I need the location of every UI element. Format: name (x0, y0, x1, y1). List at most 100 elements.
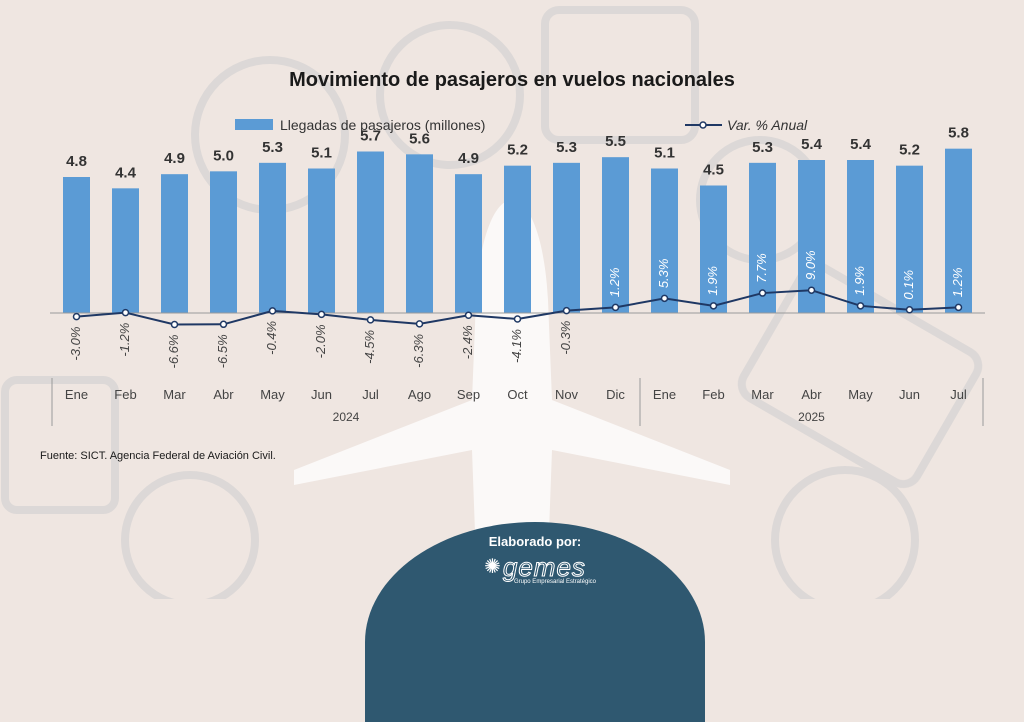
x-tick-label: Sep (457, 387, 480, 402)
legend-line-label: Var. % Anual (727, 117, 808, 133)
x-tick-label: May (848, 387, 873, 402)
line-value-label: -6.5% (215, 334, 230, 368)
line-value-label: -4.5% (362, 330, 377, 364)
line-value-label: 5.3% (656, 259, 671, 289)
bar-value-label: 4.8 (66, 153, 87, 170)
bar-value-label: 5.5 (605, 133, 626, 150)
line-point (121, 308, 130, 317)
bar (651, 168, 678, 313)
line-value-labels: -3.0% -1.2% -6.6% -6.5% -0.4% -2.0% -4.5% -6.3%… (68, 250, 965, 368)
year-label: 2025 (798, 410, 825, 424)
line-point (856, 302, 865, 310)
footer-label: Elaborado por: (488, 534, 582, 549)
bar-value-label: 4.4 (115, 164, 137, 181)
bar-value-label: 5.3 (752, 139, 773, 156)
bar-series (63, 148, 972, 313)
bar (847, 160, 874, 313)
bar-value-label: 5.1 (654, 145, 675, 162)
bar (308, 168, 335, 313)
x-tick-label: Feb (114, 387, 136, 402)
line-value-label: 0.1% (901, 270, 916, 300)
x-tick-label: Abr (801, 387, 822, 402)
x-tick-label: Ago (408, 387, 431, 402)
bar (504, 165, 531, 313)
chart-title: Movimiento de pasajeros en vuelos nacion… (289, 69, 735, 91)
x-axis: Ene Feb Mar Abr May Jun Jul Ago Sep Oct Nov Dic Ene F… (51, 378, 984, 426)
bar-value-label: 5.2 (899, 142, 920, 159)
bar (112, 188, 139, 313)
x-tick-label: May (260, 387, 285, 402)
bar (553, 162, 580, 313)
line-point (464, 311, 473, 320)
x-tick-label: Jul (950, 387, 967, 402)
line-point (905, 306, 914, 314)
bar-value-label: 4.9 (458, 150, 479, 167)
x-tick-label: Nov (555, 387, 579, 402)
bar-value-label: 5.2 (507, 142, 528, 159)
legend-bar-label: Llegadas de pasajeros (millones) (280, 117, 485, 133)
line-value-label: -2.0% (313, 324, 328, 358)
bar-value-label: 5.7 (360, 128, 381, 145)
x-tick-label: Abr (213, 387, 234, 402)
bar-value-label: 4.9 (164, 150, 185, 167)
bar (357, 151, 384, 313)
legend-line-marker (699, 121, 707, 129)
bar (210, 171, 237, 313)
legend-bar-swatch (235, 119, 273, 130)
line-point (807, 286, 816, 294)
line-value-label: -3.0% (68, 327, 83, 361)
bar (602, 157, 629, 313)
x-tick-label: Mar (163, 387, 186, 402)
bar-value-label: 5.8 (948, 125, 969, 142)
x-tick-label: Mar (751, 387, 774, 402)
bar (896, 165, 923, 313)
line-value-label: 1.9% (852, 266, 867, 296)
x-tick-label: Ene (65, 387, 88, 402)
line-point (170, 320, 179, 329)
source-note: Fuente: SICT. Agencia Federal de Aviació… (40, 450, 276, 462)
line-value-label: -6.3% (411, 334, 426, 368)
chart: Movimiento de pasajeros en vuelos nacion… (50, 69, 985, 426)
year-label: 2024 (333, 410, 360, 424)
legend: Llegadas de pasajeros (millones) Var. % … (235, 117, 808, 133)
line-value-label: 1.2% (607, 268, 622, 298)
line-point (758, 289, 767, 297)
line-value-label: -2.4% (460, 325, 475, 359)
footer-badge: Elaborado por: ✺gemes Grupo Empresarial … (365, 522, 705, 722)
line-point (660, 294, 669, 303)
line-point (219, 320, 228, 329)
x-tick-label: Feb (702, 387, 724, 402)
bar (161, 174, 188, 313)
line-point (611, 303, 620, 312)
bar (749, 162, 776, 313)
x-tick-label: Jun (311, 387, 332, 402)
line-point (268, 307, 277, 315)
x-tick-label: Oct (507, 387, 528, 402)
x-tick-label: Dic (606, 387, 625, 402)
line-value-label: -6.6% (166, 335, 181, 369)
bar (455, 174, 482, 313)
line-value-label: 9.0% (803, 250, 818, 280)
bar-value-label: 5.0 (213, 147, 234, 164)
airplane-silhouette (294, 200, 730, 599)
line-point (513, 315, 522, 323)
bar-value-labels: 4.8 4.4 4.9 5.0 5.3 5.1 5.7 5.6 4.9 5.2 5.3 5.5 5.1 4… (66, 125, 969, 182)
line-point (562, 306, 571, 315)
bar (700, 185, 727, 313)
logo-swirl-icon: ✺ (484, 556, 501, 578)
bar-value-label: 4.5 (703, 162, 724, 179)
bar-value-label: 5.3 (262, 139, 283, 156)
bar-value-label: 5.1 (311, 145, 332, 162)
line-value-label: 1.9% (705, 266, 720, 296)
bar-value-label: 5.4 (850, 136, 872, 153)
bar (259, 162, 286, 313)
line-value-label: -0.4% (264, 321, 279, 355)
bar (63, 177, 90, 313)
x-tick-label: Jun (899, 387, 920, 402)
bar-value-label: 5.3 (556, 139, 577, 156)
line-value-label: -4.1% (509, 329, 524, 363)
line-point (709, 302, 718, 310)
line-point (954, 303, 963, 312)
line-value-label: -0.3% (558, 321, 573, 355)
line-point (317, 310, 326, 319)
